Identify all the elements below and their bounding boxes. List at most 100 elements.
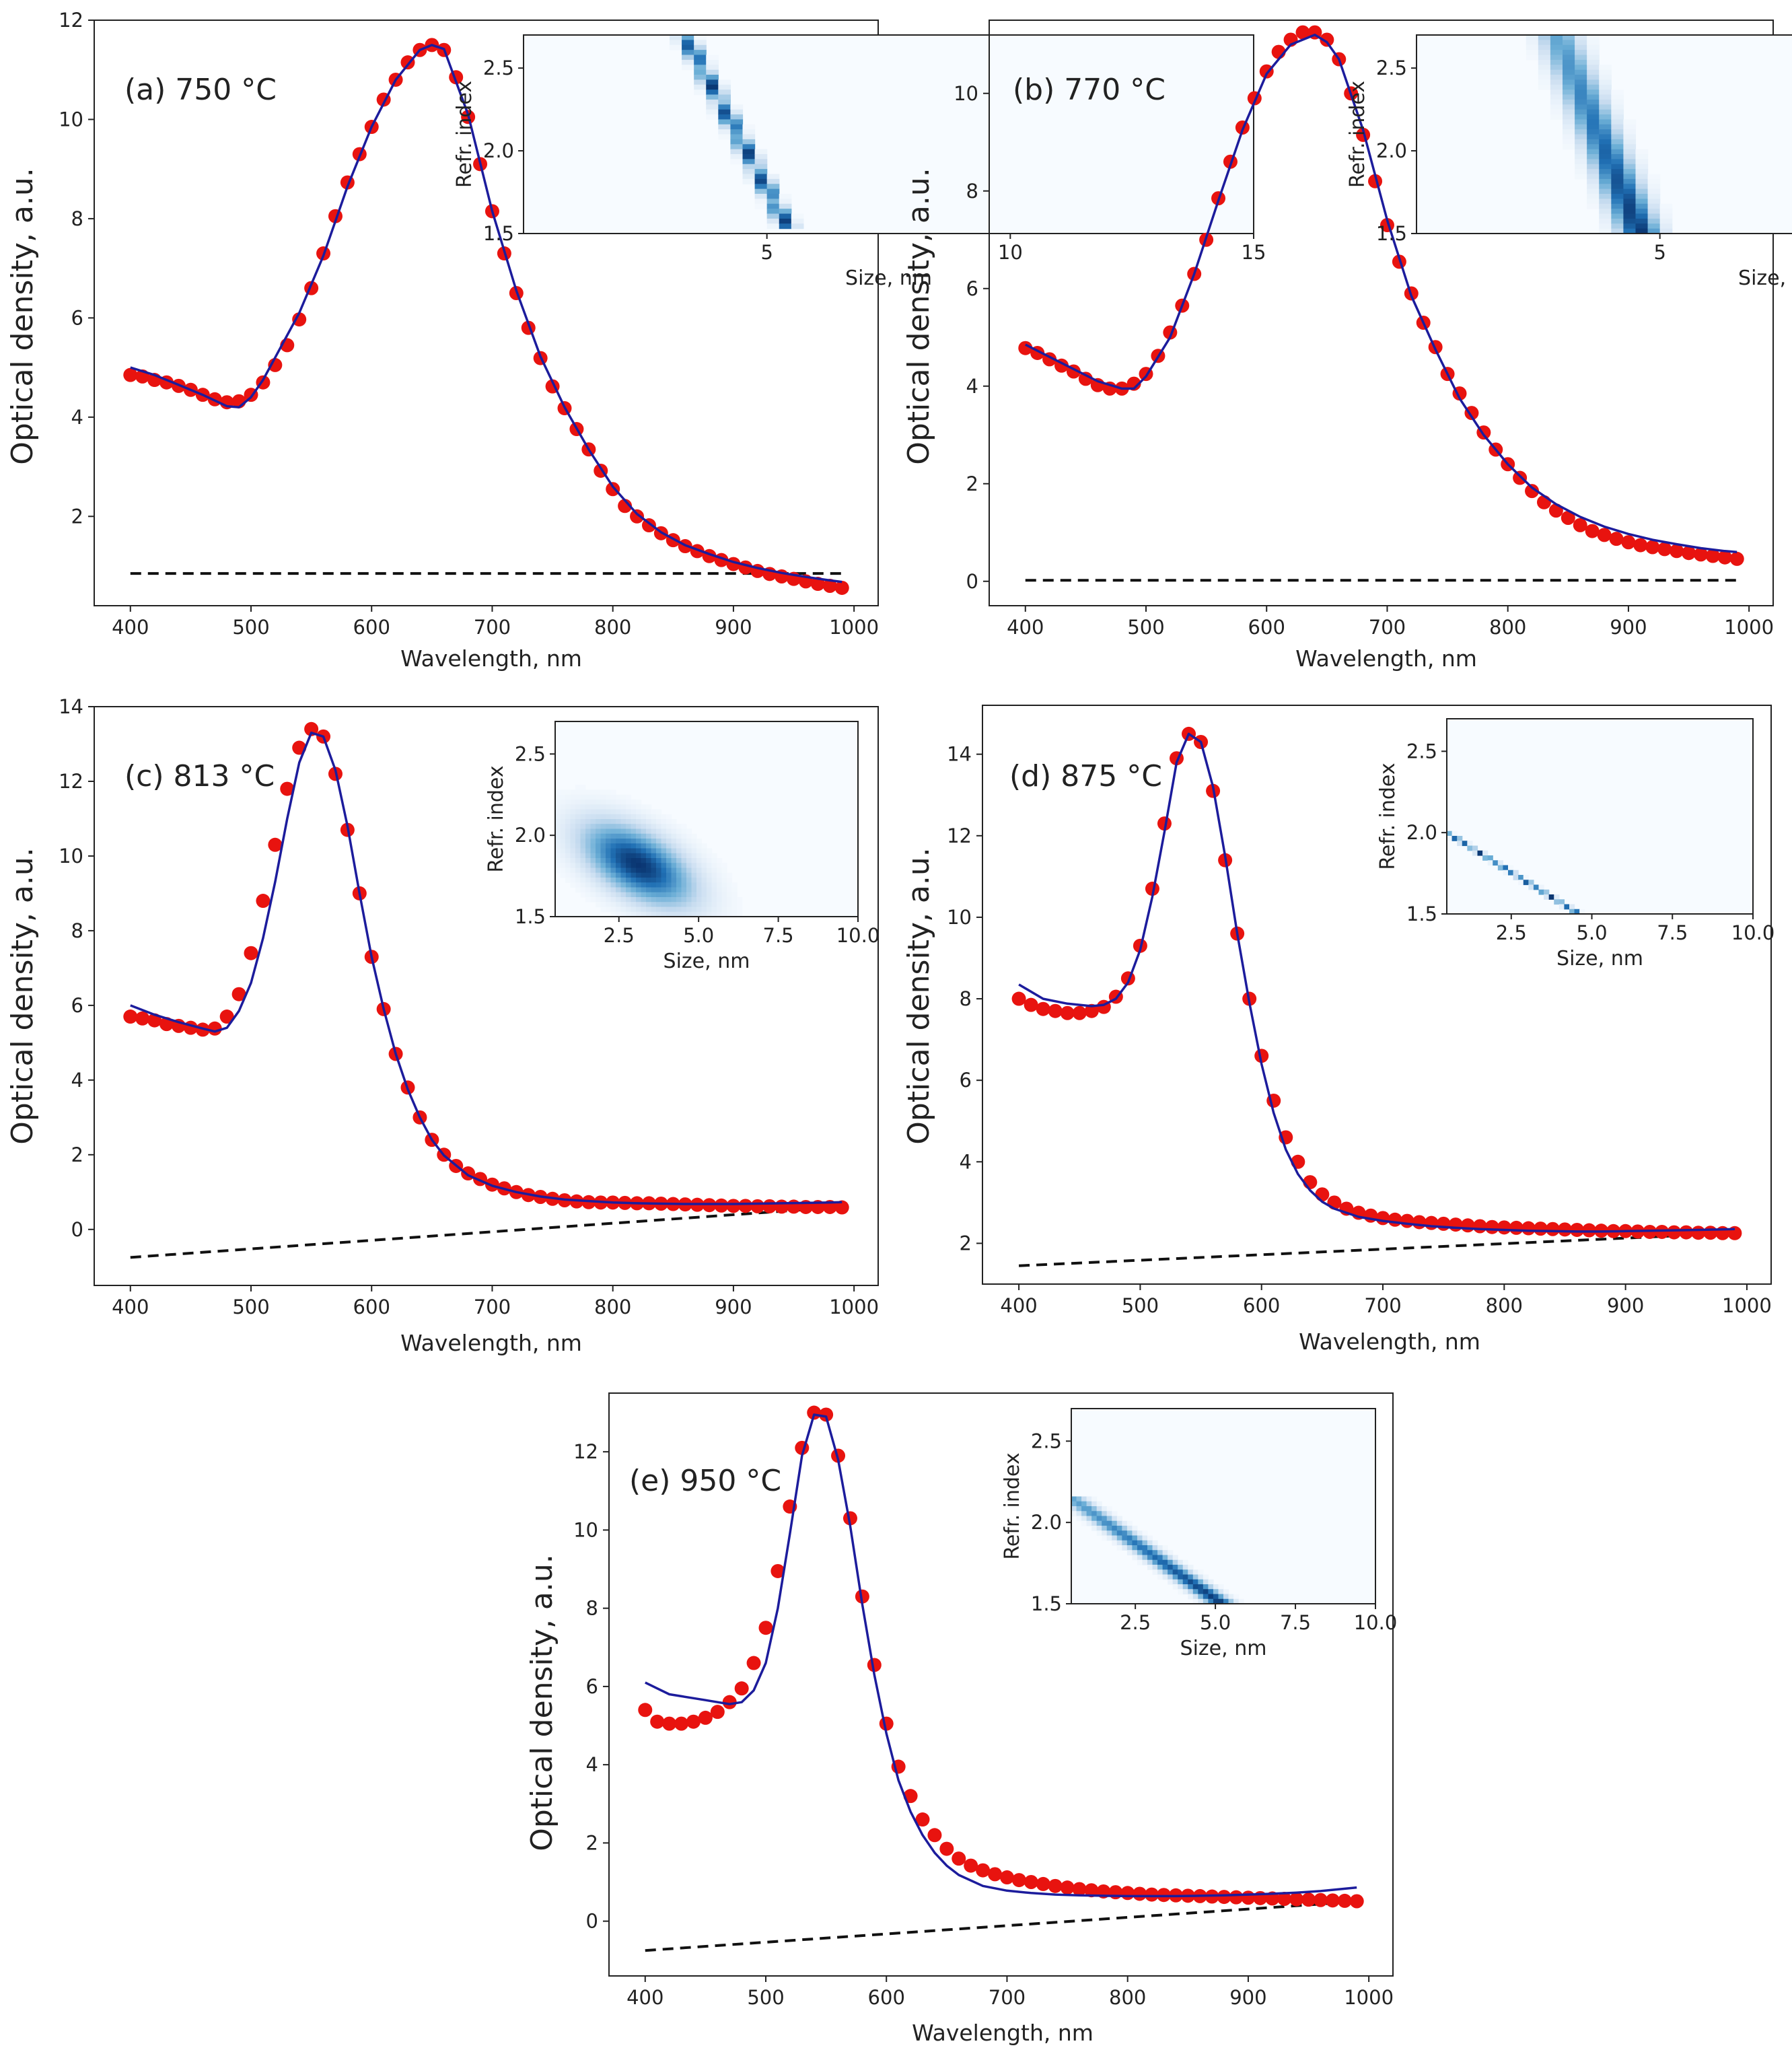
heatmap-cell: [1587, 55, 1600, 61]
heatmap-cell: [651, 824, 657, 830]
heatmap-cell: [737, 902, 743, 908]
heatmap-cell: [721, 878, 727, 883]
measured-point: [1597, 528, 1612, 542]
heatmap-cell: [1599, 90, 1612, 96]
heatmap-cell: [696, 882, 703, 888]
x-tick-label: 600: [353, 616, 390, 639]
x-tick-label: 700: [989, 1986, 1026, 2009]
heatmap-cell: [1599, 79, 1612, 85]
heatmap-cell: [620, 897, 626, 902]
heatmap-cells: [1071, 1496, 1244, 1604]
inset-y-tick-label: 2.0: [1031, 1511, 1062, 1534]
heatmap-cell: [1611, 154, 1624, 160]
y-axis-label: Optical density, a.u.: [5, 168, 40, 465]
inset-x-label: Size, nm: [1738, 267, 1792, 290]
heatmap-cell: [570, 843, 576, 849]
heatmap-cell: [1563, 55, 1575, 61]
x-tick-label: 1000: [1344, 1986, 1394, 2009]
inset-y-tick-label: 2.0: [1376, 139, 1407, 162]
heatmap-cell: [600, 907, 606, 913]
x-tick-label: 500: [747, 1986, 784, 2009]
measured-point: [1691, 1226, 1706, 1240]
heatmap-cell: [686, 863, 692, 869]
heatmap-cell: [580, 794, 586, 800]
heatmap-cell: [676, 843, 682, 849]
heatmap-cell: [575, 794, 581, 800]
inset-y-tick-label: 2.0: [483, 139, 514, 162]
heatmap-cell: [1611, 149, 1624, 155]
heatmap-cell: [1575, 69, 1587, 75]
heatmap-cell: [754, 174, 768, 180]
heatmap-cell: [676, 882, 682, 888]
heatmap-cell: [791, 223, 804, 229]
heatmap-cell: [596, 892, 602, 898]
heatmap-cell: [666, 887, 672, 893]
heatmap-cell: [1152, 1550, 1158, 1556]
heatmap-cell: [1611, 188, 1624, 194]
heatmap-cell: [575, 824, 581, 830]
heatmap-cell: [1198, 1574, 1204, 1580]
heatmap-cell: [1172, 1555, 1178, 1561]
heatmap-cell: [1487, 860, 1493, 866]
heatmap-cell: [1172, 1584, 1178, 1590]
heatmap-cell: [1611, 134, 1624, 140]
heatmap-cell: [610, 839, 616, 844]
heatmap-cell: [1647, 228, 1661, 234]
heatmap-cell: [1587, 144, 1600, 150]
heatmap-cell: [626, 892, 632, 898]
heatmap-cell: [1635, 209, 1649, 215]
heatmap-cell: [727, 892, 733, 898]
measured-point: [1472, 1219, 1487, 1234]
heatmap-cell: [610, 887, 616, 893]
heatmap-cell: [742, 149, 756, 155]
heatmap-cell: [1102, 1511, 1108, 1517]
heatmap-cell: [651, 911, 657, 917]
heatmap-cell: [1599, 203, 1612, 209]
heatmap-cell: [682, 55, 694, 61]
heatmap-cell: [754, 194, 768, 199]
heatmap-cell: [1550, 44, 1563, 50]
heatmap-cell: [1575, 104, 1587, 110]
heatmap-cell: [620, 800, 626, 805]
heatmap-cell: [616, 878, 622, 883]
heatmap-cell: [681, 892, 687, 898]
heatmap-cell: [580, 824, 586, 830]
heatmap-cell: [651, 833, 657, 839]
heatmap-cell: [606, 863, 612, 869]
heatmap-cell: [620, 814, 626, 820]
heatmap-cell: [1550, 75, 1563, 80]
heatmap-cell: [666, 843, 672, 849]
heatmap-cell: [1203, 1598, 1209, 1604]
axes-frame: [94, 706, 879, 1286]
heatmap-cell: [1218, 1584, 1224, 1590]
heatmap-cell: [1116, 1535, 1122, 1541]
inset-x-tick-label: 10.0: [1731, 921, 1775, 944]
measured-point: [867, 1658, 882, 1672]
heatmap-cell: [1623, 144, 1637, 150]
heatmap-cell: [661, 911, 667, 917]
measured-point: [1657, 542, 1672, 557]
measured-point: [1157, 816, 1172, 831]
measured-point: [1301, 1892, 1316, 1907]
heatmap-cell: [754, 184, 768, 190]
heatmap-cell: [1538, 59, 1551, 65]
heatmap-cell: [631, 828, 637, 835]
measured-point: [1585, 524, 1600, 538]
heatmap-cell: [1623, 169, 1637, 175]
heatmap-cell: [596, 867, 602, 874]
heatmap-cell: [636, 833, 642, 839]
heatmap-cell: [1472, 850, 1478, 856]
heatmap-cell: [718, 134, 731, 140]
heatmap-cell: [1192, 1579, 1198, 1585]
heatmap-cell: [1126, 1520, 1133, 1526]
heatmap-cell: [779, 209, 792, 215]
heatmap-cell: [631, 804, 637, 810]
fit-line: [1018, 732, 1735, 1233]
heatmap-cell: [596, 902, 602, 908]
heatmap-cell: [691, 897, 697, 902]
heatmap-cell: [737, 907, 743, 913]
heatmap-cell: [1533, 884, 1540, 890]
heatmap-cell: [1137, 1559, 1143, 1565]
heatmap-cell: [1550, 40, 1563, 46]
